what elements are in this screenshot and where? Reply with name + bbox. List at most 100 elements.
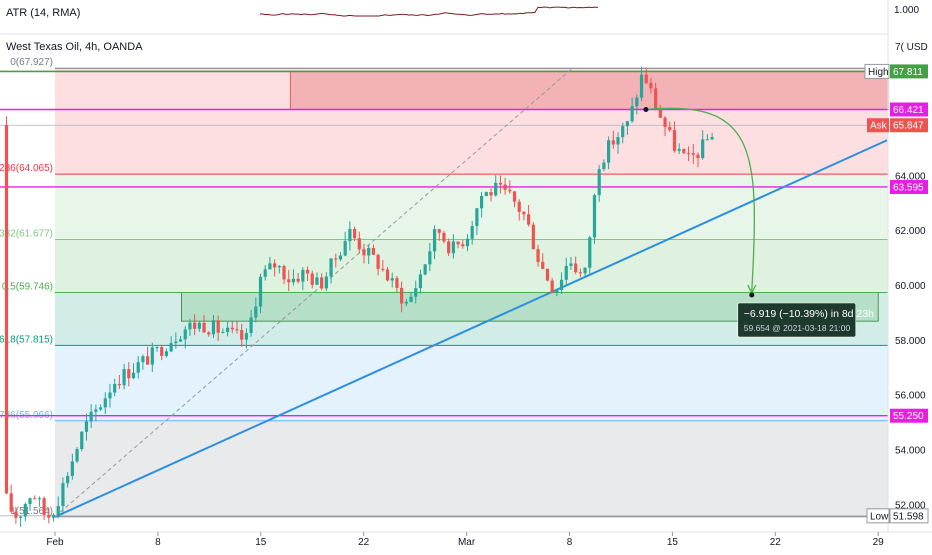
indicator-label: ATR (14, RMA) bbox=[6, 7, 80, 19]
candle-body bbox=[131, 372, 136, 379]
candle-body bbox=[649, 82, 653, 89]
candle-body bbox=[122, 369, 126, 386]
candle-body bbox=[155, 347, 159, 349]
x-tick-label: Mar bbox=[458, 537, 476, 548]
candle-body bbox=[456, 241, 460, 245]
supply-zone bbox=[289, 71, 908, 110]
y-tick-label: 56.000 bbox=[895, 391, 926, 402]
candle-body bbox=[28, 498, 32, 505]
candle-body bbox=[691, 153, 695, 155]
projection-arrow bbox=[645, 107, 756, 292]
projection-change-label: −6.919 (−10.39%) in 8d 23h bbox=[744, 308, 874, 320]
price-tag-label: High bbox=[868, 67, 889, 78]
candle-body bbox=[221, 332, 225, 334]
candle-body bbox=[479, 195, 484, 209]
candle-body bbox=[418, 274, 423, 289]
atr-line bbox=[259, 6, 599, 17]
candle-body bbox=[376, 254, 380, 269]
candle-body bbox=[211, 320, 216, 335]
projection-start-point bbox=[643, 107, 649, 113]
candle-body bbox=[113, 383, 117, 393]
axis-currency-label: 7( USD bbox=[895, 42, 928, 53]
candle-body bbox=[183, 329, 187, 340]
candle-body bbox=[508, 189, 512, 192]
candle-body bbox=[258, 276, 263, 307]
candle-body bbox=[94, 409, 98, 412]
candle-body bbox=[555, 290, 559, 293]
candle-body bbox=[338, 255, 343, 260]
candle-body bbox=[686, 153, 691, 155]
price-badge bbox=[890, 408, 928, 423]
trend-line bbox=[54, 139, 888, 518]
candle-body bbox=[522, 211, 526, 215]
candle-body bbox=[37, 498, 42, 500]
price-badge bbox=[890, 102, 928, 117]
candle-body bbox=[334, 258, 338, 260]
projection-end-point bbox=[749, 292, 755, 298]
y-tick-label: 62.000 bbox=[895, 226, 926, 237]
candle-body bbox=[602, 162, 606, 170]
candle-body bbox=[465, 238, 470, 247]
candle-body bbox=[19, 516, 23, 518]
candle-body bbox=[103, 398, 107, 408]
candle-body bbox=[437, 229, 441, 233]
candle-body bbox=[663, 117, 667, 128]
candle-body bbox=[84, 421, 89, 432]
projection-detail-label: 59.654 @ 2021-03-18 21:00 bbox=[744, 323, 851, 333]
candle-body bbox=[682, 148, 686, 154]
price-badge bbox=[889, 508, 929, 524]
candle-body bbox=[654, 88, 658, 109]
candle-body bbox=[348, 228, 352, 242]
price-badge-label: 65.847 bbox=[893, 121, 924, 132]
candle-body bbox=[428, 251, 432, 265]
candle-body bbox=[512, 191, 517, 202]
candle-body bbox=[47, 514, 51, 518]
candle-body bbox=[240, 330, 244, 340]
candle-body bbox=[607, 140, 611, 163]
fib-anchor-line bbox=[54, 67, 573, 518]
candle-body bbox=[320, 277, 324, 289]
fib-zone-fill bbox=[55, 239, 888, 293]
candle-body bbox=[207, 332, 211, 335]
candle-body bbox=[174, 341, 178, 344]
candle-body bbox=[550, 280, 554, 293]
candle-body bbox=[630, 106, 634, 122]
candle-body bbox=[202, 322, 206, 333]
candle-body bbox=[188, 322, 192, 330]
candle-body bbox=[9, 493, 13, 512]
indicator-axis-label: 1.000 bbox=[894, 5, 919, 16]
candle-body bbox=[451, 241, 455, 254]
candle-body bbox=[343, 241, 347, 256]
chart-title: West Texas Oil, 4h, OANDA bbox=[6, 41, 143, 53]
candle-body bbox=[51, 514, 56, 518]
candle-body bbox=[56, 506, 60, 515]
candle-body bbox=[277, 266, 281, 268]
candle-body bbox=[541, 261, 545, 269]
y-tick-label: 60.000 bbox=[895, 281, 926, 292]
candle-body bbox=[470, 226, 474, 239]
fib-zone-fill bbox=[55, 420, 888, 517]
candle-body bbox=[559, 279, 564, 291]
candle-body bbox=[193, 322, 197, 329]
candle-body bbox=[301, 269, 305, 282]
candle-body bbox=[136, 362, 140, 373]
candle-body bbox=[23, 504, 27, 517]
candle-body bbox=[75, 449, 79, 462]
candle-body bbox=[178, 339, 183, 342]
candle-body bbox=[4, 125, 9, 494]
fib-zone-fill bbox=[55, 68, 888, 175]
candle-body bbox=[385, 269, 390, 281]
candle-body bbox=[230, 327, 234, 330]
candle-body bbox=[536, 249, 540, 262]
price-tag-box bbox=[864, 63, 890, 79]
candle-body bbox=[503, 184, 507, 190]
price-tag-label: Low bbox=[870, 511, 889, 522]
candle-body bbox=[578, 272, 582, 274]
candle-body bbox=[61, 483, 65, 507]
candle-body bbox=[611, 140, 615, 145]
candle-body bbox=[362, 249, 366, 256]
candle-body bbox=[517, 201, 521, 212]
